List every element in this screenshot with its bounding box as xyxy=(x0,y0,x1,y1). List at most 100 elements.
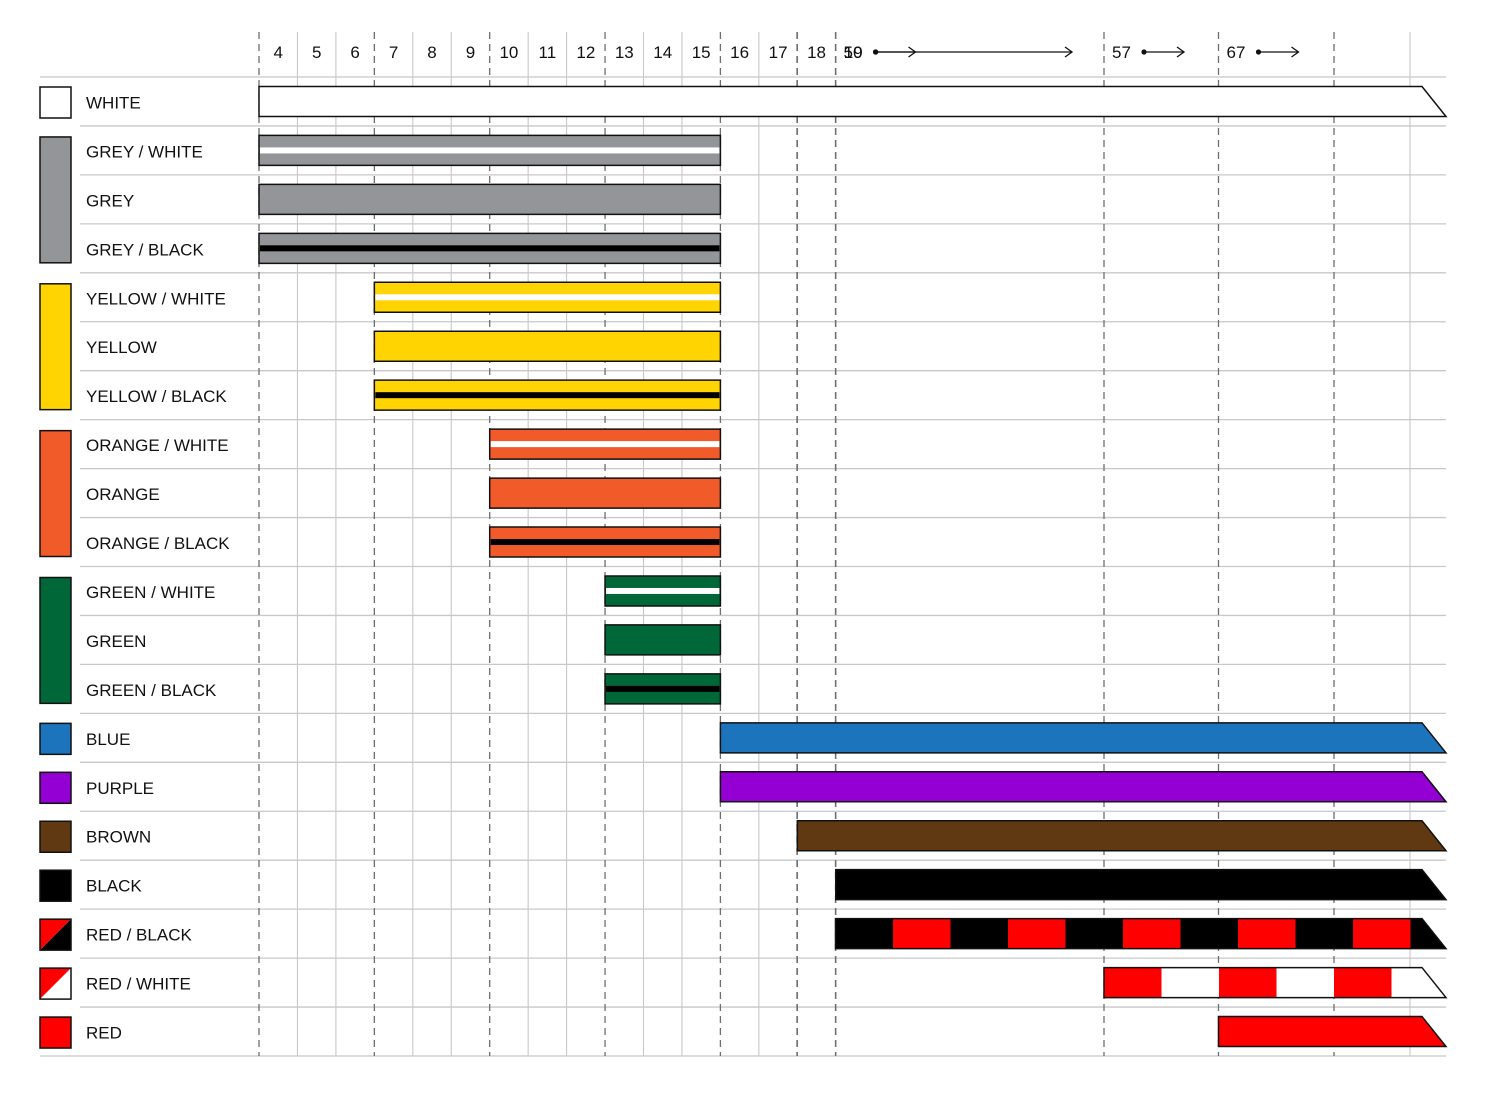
bar-body xyxy=(719,771,1448,803)
x-tick-label: 13 xyxy=(615,43,634,62)
bar-white xyxy=(258,85,1448,118)
bar-body xyxy=(258,85,1448,118)
bar-red xyxy=(1217,1015,1448,1048)
row-labels: WHITE GREY / WHITE GREY GREY / BLACK YELLOW … xyxy=(39,86,230,1049)
bar-stripe xyxy=(606,587,720,594)
arrow-head-icon xyxy=(1176,46,1186,58)
bar-body xyxy=(719,722,1448,754)
x-tick-label: 57 xyxy=(1112,43,1131,62)
bar-yellow xyxy=(373,330,722,362)
bar-segment xyxy=(1008,918,1066,949)
row-label: PURPLE xyxy=(86,779,154,798)
bar-body xyxy=(604,624,722,656)
row-label: BLUE xyxy=(86,730,130,749)
bar-segment xyxy=(1219,967,1277,998)
color-swatch xyxy=(39,283,72,411)
x-tick-label: 12 xyxy=(576,43,595,62)
bar-purple xyxy=(719,771,1448,803)
bar-segment xyxy=(1180,918,1239,949)
x-tick-label: 67 xyxy=(1227,43,1246,62)
arrow-head-icon xyxy=(908,46,917,58)
bar-segment xyxy=(1353,918,1411,949)
bar-yellow-black xyxy=(373,379,722,411)
color-swatch xyxy=(39,576,72,705)
bar-black xyxy=(835,868,1448,901)
row-label: GREEN / BLACK xyxy=(86,681,217,700)
color-swatch xyxy=(39,869,72,902)
x-tick-label: 9 xyxy=(466,43,475,62)
bar-body xyxy=(1217,1015,1448,1048)
bar-segment xyxy=(1391,967,1446,998)
bar-segment xyxy=(835,918,894,949)
color-swatch xyxy=(39,771,72,805)
x-tick-label: 50 xyxy=(844,43,863,62)
color-swatch xyxy=(39,722,72,756)
x-tick-label: 15 xyxy=(692,43,711,62)
color-swatch xyxy=(39,820,72,853)
grid-lines xyxy=(40,32,1446,1057)
bar-stripe xyxy=(606,685,720,692)
row-label: ORANGE / WHITE xyxy=(86,436,229,455)
row-label: ORANGE xyxy=(86,485,160,504)
row-label: GREY xyxy=(86,191,134,210)
bar-segment xyxy=(1276,967,1335,998)
bar-yellow-white xyxy=(373,281,722,314)
bar-red-white xyxy=(1103,966,1448,999)
bar-stripe xyxy=(375,294,720,301)
bar-blue xyxy=(719,722,1448,754)
x-tick-label: 8 xyxy=(427,43,436,62)
arrow-head-icon xyxy=(1064,46,1074,58)
bar-segment xyxy=(1104,967,1162,998)
bar-green-black xyxy=(604,673,722,705)
bar-segment xyxy=(1334,967,1392,998)
bar-segment xyxy=(950,918,1009,949)
x-tick-label: 16 xyxy=(730,43,749,62)
row-label: GREEN / WHITE xyxy=(86,583,215,602)
row-label: YELLOW / WHITE xyxy=(86,289,226,308)
row-label: BROWN xyxy=(86,828,151,847)
bars xyxy=(258,85,1448,1048)
bar-segment xyxy=(1161,967,1220,998)
x-tick-label: 14 xyxy=(653,43,672,62)
x-tick-label: 11 xyxy=(539,43,557,62)
bar-body xyxy=(796,819,1448,852)
color-swatch xyxy=(39,136,72,264)
x-tick-label: 6 xyxy=(350,43,359,62)
row-label: RED / BLACK xyxy=(86,926,192,945)
row-label: GREY / WHITE xyxy=(86,142,203,161)
row-label: RED xyxy=(86,1024,122,1043)
color-swatch xyxy=(39,1016,72,1049)
bar-outline xyxy=(1103,966,1448,999)
x-tick-label: 5 xyxy=(312,43,321,62)
bar-brown xyxy=(796,819,1448,852)
bar-green xyxy=(604,624,722,656)
row-label: GREY / BLACK xyxy=(86,240,204,259)
bar-grey-black xyxy=(258,232,722,265)
bar-orange-black xyxy=(488,526,722,558)
x-tick-label: 18 xyxy=(807,43,826,62)
bar-stripe xyxy=(260,147,720,154)
x-tick-label: 7 xyxy=(389,43,398,62)
row-label: RED / WHITE xyxy=(86,975,191,994)
bar-outline xyxy=(834,917,1448,950)
bar-segment xyxy=(893,918,951,949)
swatch-triangle xyxy=(40,919,71,951)
row-label: WHITE xyxy=(86,93,141,112)
bar-stripe xyxy=(260,245,720,252)
swatch-triangle xyxy=(40,968,71,1000)
arrow-head-icon xyxy=(1291,46,1300,58)
color-swatch xyxy=(39,429,72,558)
bar-orange-white xyxy=(488,428,722,460)
bar-green-white xyxy=(604,575,722,607)
row-label: YELLOW / BLACK xyxy=(86,387,227,406)
color-swatch xyxy=(39,967,72,1000)
bar-orange xyxy=(488,477,722,509)
bar-body xyxy=(835,868,1448,901)
x-tick-label: 10 xyxy=(499,43,518,62)
row-label: BLACK xyxy=(86,877,142,896)
bar-segment xyxy=(1295,918,1354,949)
bar-segment xyxy=(1410,918,1446,949)
bar-body xyxy=(373,330,722,362)
